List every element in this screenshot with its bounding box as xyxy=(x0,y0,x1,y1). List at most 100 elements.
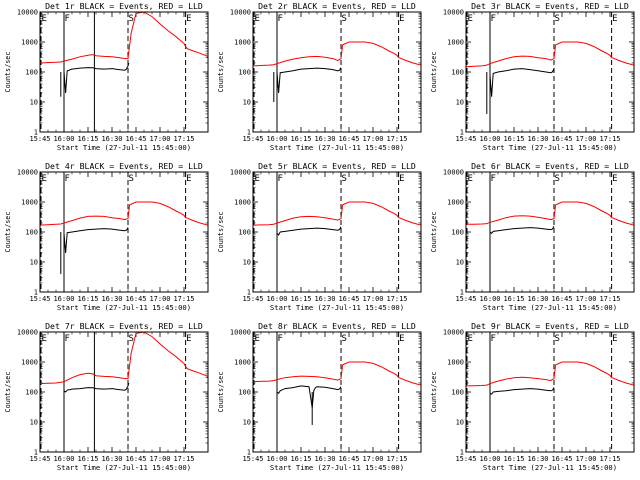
y-tick-label: 10000 xyxy=(230,9,251,17)
panel-3: Det 3r BLACK = Events, RED = LLD 1 10 100 10… xyxy=(430,1,635,152)
y-tick-label: 1 xyxy=(247,289,251,297)
marker-label: E xyxy=(255,334,260,344)
y-tick-label: 1 xyxy=(247,449,251,457)
marker-label: F xyxy=(491,14,496,24)
marker-label: F xyxy=(491,334,496,344)
y-tick-label: 100 xyxy=(451,229,464,237)
y-tick-label: 1000 xyxy=(234,359,251,367)
x-tick-label: 16:30 xyxy=(527,135,548,143)
y-tick-label: 10000 xyxy=(17,169,38,177)
series-lld xyxy=(40,12,208,64)
x-axis-label: Start Time (27-Jul-11 15:45:00) xyxy=(483,463,617,472)
x-tick-label: 16:45 xyxy=(125,455,146,463)
marker-label: E xyxy=(186,14,191,24)
series-events xyxy=(276,67,342,94)
x-axis-label: Start Time (27-Jul-11 15:45:00) xyxy=(270,463,404,472)
x-tick-label: 16:30 xyxy=(314,295,335,303)
x-tick-label: 16:30 xyxy=(314,455,335,463)
x-axis-label: Start Time (27-Jul-11 15:45:00) xyxy=(483,143,617,152)
panel-title: Det 7r BLACK = Events, RED = LLD xyxy=(45,321,203,331)
marker-label: S xyxy=(342,14,347,24)
panel-8: Det 8r BLACK = Events, RED = LLD 1 10 100 10… xyxy=(217,321,422,472)
x-tick-label: 17:00 xyxy=(149,135,170,143)
x-axis-label: Start Time (27-Jul-11 15:45:00) xyxy=(57,143,191,152)
y-tick-label: 1000 xyxy=(234,39,251,47)
plot-frame xyxy=(465,331,635,453)
series-events xyxy=(489,226,555,235)
x-tick-label: 17:15 xyxy=(599,295,620,303)
panel-data xyxy=(466,361,634,395)
series-events xyxy=(63,382,130,393)
panel-title: Det 9r BLACK = Events, RED = LLD xyxy=(471,321,629,331)
x-tick-label: 17:15 xyxy=(386,135,407,143)
x-tick-label: 17:00 xyxy=(362,135,383,143)
x-tick-label: 17:15 xyxy=(386,455,407,463)
panel-data xyxy=(466,41,634,114)
series-events xyxy=(489,68,555,97)
y-tick-label: 10000 xyxy=(443,9,464,17)
y-tick-label: 1000 xyxy=(447,39,464,47)
x-tick-label: 16:30 xyxy=(527,295,548,303)
marker-label: E xyxy=(612,14,617,24)
x-tick-label: 16:00 xyxy=(266,135,287,143)
panel-data xyxy=(40,12,208,97)
y-tick-label: 1 xyxy=(247,129,251,137)
series-lld xyxy=(40,201,208,226)
y-axis-label: Counts/sec xyxy=(4,212,12,253)
marker-label: E xyxy=(255,174,260,184)
panel-title: Det 8r BLACK = Events, RED = LLD xyxy=(258,321,416,331)
panel-data xyxy=(466,201,634,235)
y-tick-label: 10000 xyxy=(17,9,38,17)
y-tick-label: 1 xyxy=(460,289,464,297)
y-tick-label: 1 xyxy=(34,449,38,457)
panel-2: Det 2r BLACK = Events, RED = LLD 1 10 100 10… xyxy=(217,1,422,152)
panel-5: Det 5r BLACK = Events, RED = LLD 1 10 100 10… xyxy=(217,161,422,312)
x-tick-label: 16:45 xyxy=(338,135,359,143)
y-tick-label: 1000 xyxy=(21,359,38,367)
marker-label: S xyxy=(555,174,560,184)
x-tick-label: 16:15 xyxy=(77,455,98,463)
x-tick-label: 16:00 xyxy=(53,295,74,303)
y-tick-label: 10 xyxy=(456,419,464,427)
x-tick-label: 15:45 xyxy=(455,295,476,303)
y-tick-label: 10 xyxy=(243,419,251,427)
y-tick-label: 1000 xyxy=(21,199,38,207)
marker-label: E xyxy=(186,334,191,344)
y-tick-label: 10000 xyxy=(443,169,464,177)
x-tick-label: 17:00 xyxy=(575,295,596,303)
x-tick-label: 16:45 xyxy=(338,295,359,303)
x-tick-label: 16:00 xyxy=(266,295,287,303)
x-tick-label: 16:00 xyxy=(266,455,287,463)
y-tick-label: 100 xyxy=(25,69,38,77)
panel-data xyxy=(40,201,208,274)
marker-label: F xyxy=(278,14,283,24)
y-tick-label: 100 xyxy=(238,229,251,237)
x-tick-label: 16:30 xyxy=(101,135,122,143)
y-tick-label: 10000 xyxy=(443,329,464,337)
y-tick-label: 10 xyxy=(30,419,38,427)
marker-label: F xyxy=(278,174,283,184)
x-tick-label: 16:00 xyxy=(53,135,74,143)
marker-label: E xyxy=(255,14,260,24)
plot-frame xyxy=(39,331,209,453)
panel-title: Det 1r BLACK = Events, RED = LLD xyxy=(45,1,203,11)
y-tick-label: 10 xyxy=(456,99,464,107)
series-lld xyxy=(253,361,421,386)
marker-label: E xyxy=(399,334,404,344)
y-tick-label: 100 xyxy=(451,69,464,77)
marker-label: S xyxy=(342,174,347,184)
y-tick-label: 10 xyxy=(30,259,38,267)
y-tick-label: 1000 xyxy=(21,39,38,47)
y-tick-label: 1000 xyxy=(447,359,464,367)
marker-label: E xyxy=(612,334,617,344)
series-events xyxy=(276,385,342,408)
x-tick-label: 16:00 xyxy=(53,455,74,463)
x-tick-label: 16:45 xyxy=(551,135,572,143)
plot-frame xyxy=(252,11,422,133)
marker-label: S xyxy=(129,174,134,184)
series-events xyxy=(489,387,555,395)
x-tick-label: 17:15 xyxy=(599,135,620,143)
x-tick-label: 16:15 xyxy=(77,295,98,303)
x-tick-label: 16:45 xyxy=(551,455,572,463)
